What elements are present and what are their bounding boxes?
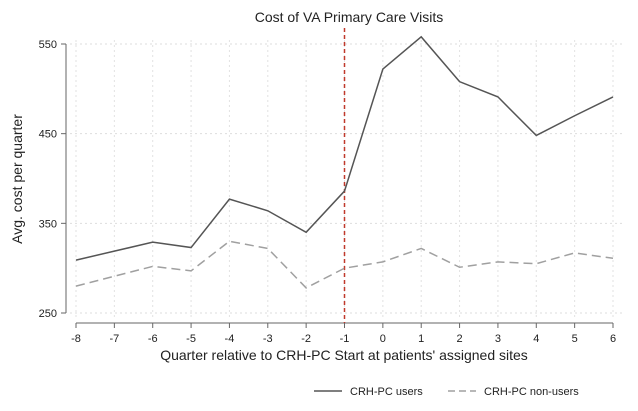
x-tick-label: 6 xyxy=(610,333,616,345)
x-tick-label: 0 xyxy=(380,333,386,345)
x-tick-label: -7 xyxy=(109,333,119,345)
y-tick-label: 350 xyxy=(39,218,57,230)
legend: CRH-PC users CRH-PC non-users xyxy=(314,386,579,398)
x-tick-label: -6 xyxy=(148,333,158,345)
x-tick-label: 1 xyxy=(418,333,424,345)
x-tick-label: -3 xyxy=(263,333,273,345)
x-tick-label: -8 xyxy=(71,333,81,345)
x-tick-label: 2 xyxy=(457,333,463,345)
x-axis-label: Quarter relative to CRH-PC Start at pati… xyxy=(160,347,528,363)
x-tick-label: 3 xyxy=(495,333,501,345)
x-tick-label: -2 xyxy=(301,333,311,345)
legend-label-users: CRH-PC users xyxy=(350,386,423,398)
y-tick-label: 550 xyxy=(39,39,57,51)
chart-title: Cost of VA Primary Care Visits xyxy=(255,9,444,25)
legend-label-nonusers: CRH-PC non-users xyxy=(484,386,579,398)
x-tick-label: 5 xyxy=(572,333,578,345)
x-tick-label: -4 xyxy=(225,333,235,345)
y-tick-label: 450 xyxy=(39,129,57,141)
y-axis-label: Avg. cost per quarter xyxy=(9,114,25,244)
x-tick-label: -1 xyxy=(340,333,350,345)
grid xyxy=(70,40,625,318)
x-tick-label: -5 xyxy=(186,333,196,345)
x-tick-label: 4 xyxy=(533,333,539,345)
y-tick-label: 250 xyxy=(39,308,57,320)
